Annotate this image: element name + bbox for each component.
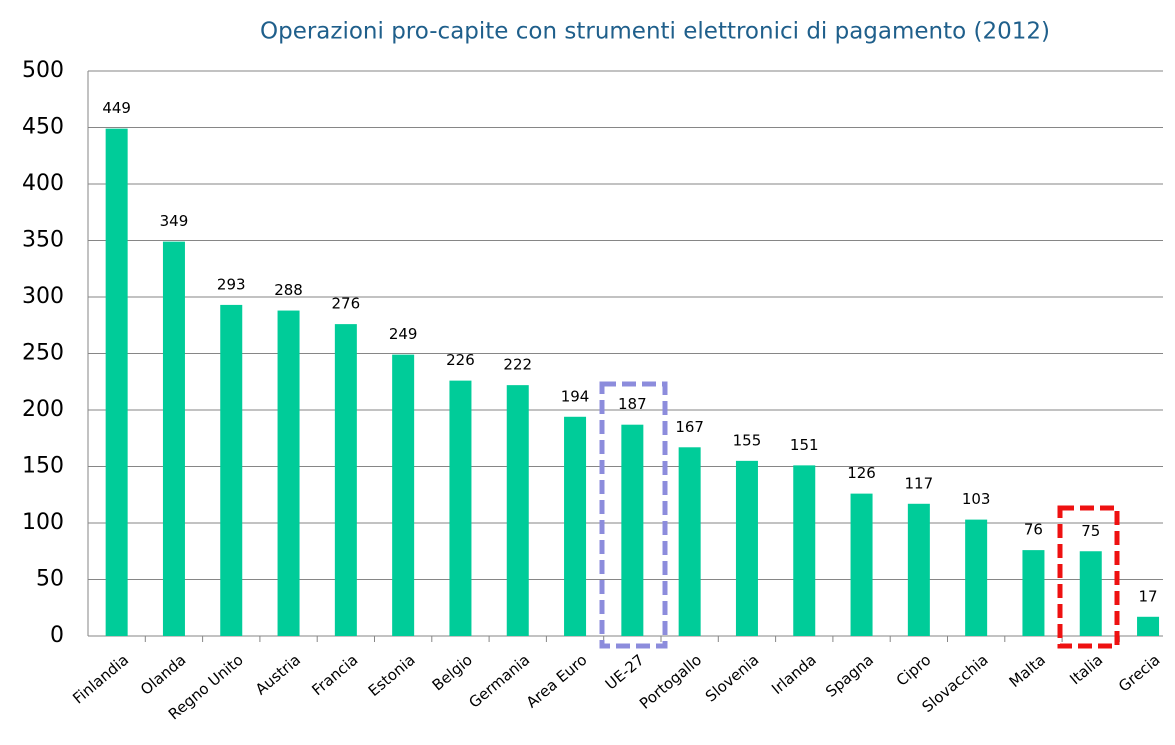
- value-label: 187: [618, 395, 647, 413]
- y-tick-label: 0: [50, 623, 64, 648]
- y-tick-label: 500: [22, 58, 64, 83]
- x-tick-label: Estonia: [365, 651, 419, 700]
- value-label: 349: [160, 212, 189, 230]
- value-label: 167: [675, 418, 704, 436]
- x-tick-label: Italia: [1066, 651, 1106, 689]
- value-label: 226: [446, 351, 475, 369]
- x-tick-label: Finlandia: [69, 651, 132, 708]
- bar: [220, 304, 243, 636]
- y-tick-label: 400: [22, 171, 64, 196]
- bar: [277, 310, 300, 636]
- value-label: 249: [389, 325, 418, 343]
- y-tick-label: 50: [36, 567, 64, 592]
- value-label: 75: [1081, 522, 1100, 540]
- value-label: 293: [217, 275, 246, 293]
- value-label: 194: [561, 387, 590, 405]
- highlight-box: [1057, 505, 1120, 649]
- bar: [1137, 616, 1160, 636]
- bar: [793, 465, 816, 636]
- value-label: 276: [332, 295, 361, 313]
- y-tick-label: 200: [22, 397, 64, 422]
- x-tick-label: Olanda: [137, 651, 189, 699]
- x-tick-label: Spagna: [822, 651, 877, 701]
- x-tick-label: Francia: [308, 651, 361, 700]
- bar: [678, 447, 701, 636]
- y-tick-label: 100: [22, 510, 64, 535]
- bar: [907, 503, 930, 636]
- x-tick-label: Area Euro: [523, 651, 591, 712]
- bar: [506, 385, 529, 636]
- x-tick-label: Austria: [252, 651, 304, 699]
- value-label: 449: [102, 99, 131, 117]
- bar: [1022, 550, 1045, 636]
- value-label: 126: [847, 464, 876, 482]
- x-tick-label: Malta: [1006, 651, 1049, 691]
- value-label: 155: [733, 431, 762, 449]
- value-label: 117: [905, 474, 934, 492]
- bar: [334, 324, 357, 636]
- highlight-box: [599, 381, 668, 649]
- x-tick-label: Germania: [465, 651, 533, 712]
- value-label: 17: [1139, 587, 1158, 605]
- bar: [850, 493, 873, 636]
- y-tick-label: 150: [22, 454, 64, 479]
- bar: [105, 128, 128, 636]
- value-label: 151: [790, 436, 819, 454]
- x-tick-label: UE-27: [602, 651, 648, 694]
- bar: [621, 424, 644, 636]
- x-tick-label: Cipro: [893, 651, 935, 690]
- bar: [449, 380, 472, 636]
- x-tick-label: Slovenia: [702, 651, 762, 706]
- value-label: 288: [274, 281, 303, 299]
- y-tick-label: 300: [22, 284, 64, 309]
- bar: [564, 416, 587, 636]
- bar: [162, 241, 185, 636]
- bar: [965, 519, 988, 636]
- y-tick-label: 450: [22, 115, 64, 140]
- y-tick-label: 250: [22, 341, 64, 366]
- value-label: 76: [1024, 521, 1043, 539]
- bar: [392, 354, 415, 636]
- chart-title: Operazioni pro-capite con strumenti elet…: [260, 19, 1050, 45]
- x-tick-label: Grecia: [1115, 651, 1164, 696]
- x-tick-label: Portogallo: [636, 651, 705, 713]
- bar: [735, 460, 758, 636]
- x-tick-label: Belgio: [429, 651, 476, 695]
- bar: [1079, 551, 1102, 636]
- value-label: 103: [962, 490, 991, 508]
- y-tick-label: 350: [22, 228, 64, 253]
- value-label: 222: [503, 356, 532, 374]
- x-tick-label: Irlanda: [768, 651, 820, 698]
